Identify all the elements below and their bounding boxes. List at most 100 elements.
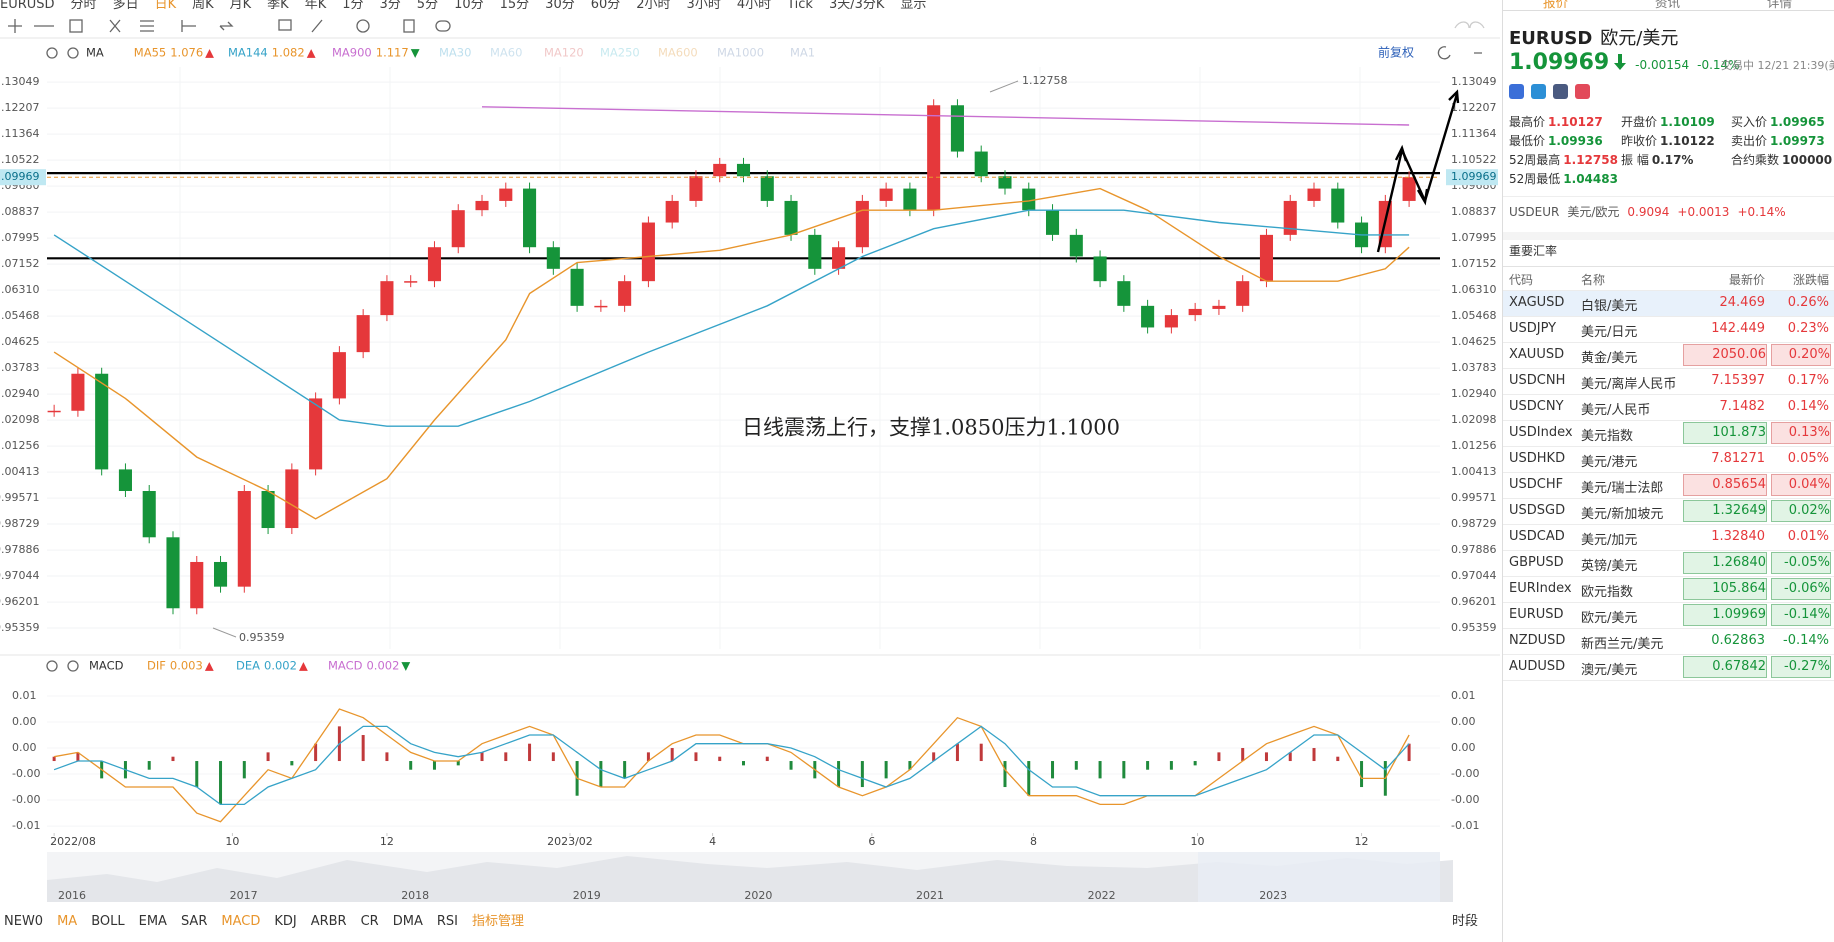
indicator-tab[interactable]: NEW0 (4, 914, 44, 929)
table-row[interactable]: USDJPY 美元/日元 142.449 0.23% (1503, 317, 1834, 343)
candle (118, 469, 132, 492)
overview-window[interactable] (1198, 852, 1440, 902)
note-tool[interactable] (278, 19, 292, 31)
shape-tool[interactable] (69, 19, 83, 33)
ma-line (53, 187, 1410, 520)
period-tab[interactable]: 多日 (112, 0, 139, 12)
indicator-tab[interactable]: DMA (392, 914, 423, 929)
period-tab[interactable]: 日K (154, 0, 177, 12)
icon[interactable] (1531, 84, 1546, 99)
settings-icon[interactable] (46, 660, 58, 672)
table-row[interactable]: USDHKD 美元/港元 7.81271 0.05% (1503, 447, 1834, 473)
period-tab[interactable]: 4小时 (736, 0, 772, 12)
magnet-tool[interactable] (356, 19, 370, 33)
indicator-tab[interactable]: SAR (180, 914, 208, 929)
macd-bar (1217, 752, 1221, 762)
delete-tool[interactable] (403, 19, 415, 33)
indicator-tab[interactable]: CR (360, 914, 379, 929)
adjust-button[interactable]: 前复权 (1378, 45, 1414, 60)
table-row[interactable]: USDSGD 美元/新加坡元 1.32649 0.02% (1503, 499, 1834, 525)
period-tab[interactable]: 5分 (416, 0, 439, 12)
period-tab[interactable]: 3小时 (686, 0, 721, 12)
zoom-controls[interactable] (1437, 46, 1482, 60)
table-row[interactable]: XAGUSD 白银/美元 24.469 0.26% (1503, 291, 1834, 317)
related-change: +0.0013 (1677, 205, 1730, 219)
y-tick-label: 0.97044 (1451, 569, 1497, 582)
period-tab[interactable]: 30分 (545, 0, 575, 12)
display-menu[interactable]: 显示 (900, 0, 927, 12)
panel-tab[interactable]: 详情 (1767, 0, 1793, 10)
table-row[interactable]: USDCNY 美元/人民币 7.1482 0.14% (1503, 395, 1834, 421)
table-row[interactable]: USDCHF 美元/瑞士法郎 0.85654 0.04% (1503, 473, 1834, 499)
period-tab[interactable]: 1分 (342, 0, 364, 12)
indicator-tab[interactable]: RSI (436, 914, 458, 929)
stat-value: 1.09965 (1770, 115, 1825, 129)
symbol-tab[interactable]: EURUSD (0, 0, 55, 12)
table-row[interactable]: AUDUSD 澳元/美元 0.67842 -0.27% (1503, 655, 1834, 681)
indicator-tab[interactable]: ARBR (310, 914, 347, 929)
table-row[interactable]: EURUSD 欧元/美元 1.09969 -0.14% (1503, 603, 1834, 629)
macd-panel: 0.01 0.01 0.00 0.00 0.00 0.00 -0.00 -0.00 -0.00 -… (12, 659, 1479, 849)
period-tab[interactable]: 分时 (70, 0, 97, 12)
indicator-tab[interactable]: MACD (221, 914, 261, 929)
name: 美元/港元 (1581, 455, 1638, 470)
y-tick-label: 1.10522 (0, 153, 40, 166)
table-row[interactable]: NZDUSD 新西兰元/美元 0.62863 -0.14% (1503, 629, 1834, 655)
quote-header: EURUSD 欧元/美元 (1509, 24, 1678, 50)
close-icon[interactable] (67, 47, 79, 59)
table-row[interactable]: GBPUSD 英镑/美元 1.26840 -0.05% (1503, 551, 1834, 577)
period-tab[interactable]: 60分 (590, 0, 621, 12)
settings-icon[interactable] (46, 47, 58, 59)
measure-tool[interactable] (181, 20, 196, 32)
indicator-tab[interactable]: EMA (138, 914, 167, 929)
y-tick-label: 1.05468 (1451, 309, 1497, 322)
x-tick-label: 12 (380, 835, 394, 848)
undo-redo[interactable] (1454, 21, 1485, 29)
pen-tool[interactable] (311, 19, 323, 33)
period-tab[interactable]: 年K (304, 0, 327, 12)
table-row[interactable]: USDIndex 美元指数 101.873 0.13% (1503, 421, 1834, 447)
y-tick-label: 1.13049 (1451, 75, 1497, 88)
code: USDHKD (1509, 451, 1566, 466)
indicator-tab[interactable]: BOLL (91, 914, 125, 929)
period-tab[interactable]: Tick (787, 0, 813, 12)
close-icon[interactable] (67, 660, 79, 672)
period-tab[interactable]: 周K (192, 0, 214, 12)
toggle-tool[interactable] (435, 20, 451, 32)
session-button[interactable]: 时段 (1451, 914, 1478, 929)
panel-tab[interactable]: 报价 (1543, 0, 1569, 10)
table-row[interactable]: EURIndex 欧元指数 105.864 -0.06% (1503, 577, 1834, 603)
ma-line (481, 106, 1410, 126)
period-tab[interactable]: 15分 (499, 0, 530, 12)
table-row[interactable]: XAUUSD 黄金/美元 2050.06 0.20% (1503, 343, 1834, 369)
table-row[interactable]: USDCNH 美元/离岸人民币 7.15397 0.17% (1503, 369, 1834, 395)
candle (261, 491, 275, 529)
period-tab[interactable]: 月K (229, 0, 252, 12)
arrow-tool[interactable] (219, 21, 234, 31)
period-tab[interactable]: 2小时 (636, 0, 671, 12)
change-pct: -0.06% (1771, 578, 1831, 600)
indicator-tab[interactable]: KDJ (274, 914, 297, 929)
period-tab[interactable]: 3天/3分K (828, 0, 885, 12)
indicator-tab[interactable]: 指标管理 (471, 914, 524, 929)
icon[interactable] (1575, 84, 1590, 99)
period-tab[interactable]: 季K (267, 0, 289, 12)
icon[interactable] (1553, 84, 1568, 99)
panel-tab[interactable]: 资讯 (1655, 0, 1681, 10)
code: EURUSD (1509, 607, 1564, 622)
code: GBPUSD (1509, 555, 1564, 570)
change-pct: 0.13% (1771, 422, 1831, 444)
icon[interactable] (1509, 84, 1524, 99)
fib-tool[interactable] (109, 19, 121, 33)
period-tab[interactable]: 10分 (454, 0, 484, 12)
channel-tool[interactable] (140, 20, 154, 32)
table-row[interactable]: USDCAD 美元/加元 1.32840 0.01% (1503, 525, 1834, 551)
period-tab[interactable]: 3分 (379, 0, 401, 12)
price: 105.864 (1683, 578, 1767, 600)
quote-panel: 报价 资讯 详情 EURUSD 欧元/美元 1.09969 -0.00154 -0.1… (1502, 0, 1834, 942)
move-tool[interactable] (8, 19, 22, 33)
candle (47, 410, 61, 413)
macd-bar (52, 756, 56, 762)
indicator-tab[interactable]: MA (57, 914, 78, 929)
y-tick-label: 1.04625 (1451, 335, 1497, 348)
